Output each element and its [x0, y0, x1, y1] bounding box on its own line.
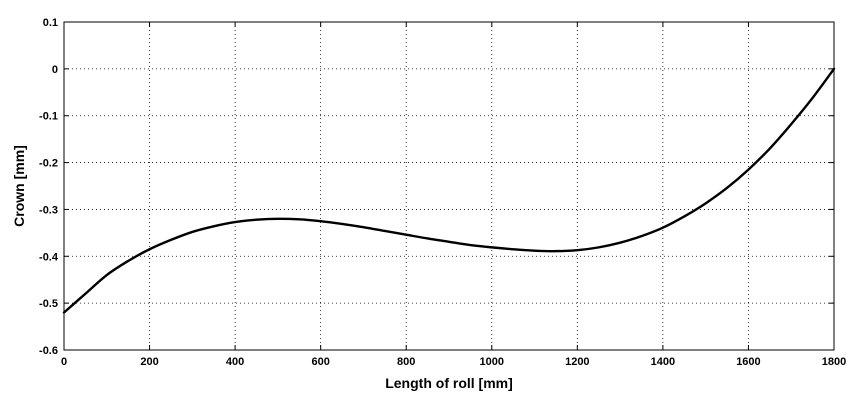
x-tick-label: 200: [140, 356, 158, 368]
y-tick-label: -0.5: [39, 298, 58, 310]
y-tick-label: 0: [52, 64, 58, 76]
y-tick-label: -0.4: [39, 251, 59, 263]
plot-frame: [63, 21, 835, 351]
x-tick-label: 1000: [480, 356, 504, 368]
x-tick-label: 0: [61, 356, 67, 368]
series-group: [62, 67, 836, 314]
series-line: [62, 67, 836, 314]
y-tick-label: -0.1: [39, 111, 58, 123]
x-tick-label: 600: [311, 356, 329, 368]
plot-area: [64, 22, 834, 350]
y-tick-label: 0.1: [43, 17, 58, 29]
y-tick-labels: -0.6 -0.5 -0.4 -0.3 -0.2 -0.1 0 0.1: [39, 17, 59, 357]
y-tick-label: -0.3: [39, 204, 58, 216]
x-tick-labels: 0 200 400 600 800 1000 1200 1400 1600 1800: [61, 356, 846, 368]
x-tick-label: 400: [226, 356, 244, 368]
x-tick-label: 1400: [651, 356, 675, 368]
y-tick-label: -0.6: [39, 345, 58, 357]
x-tick-label: 1200: [565, 356, 589, 368]
x-tick-label: 1600: [736, 356, 760, 368]
grid-lines: [64, 22, 834, 350]
y-axis-label: Crown [mm]: [11, 145, 27, 227]
x-tick-label: 1800: [822, 356, 846, 368]
y-tick-label: -0.2: [39, 158, 58, 170]
axis-ticks: [63, 21, 835, 351]
x-axis-label: Length of roll [mm]: [385, 375, 513, 391]
x-tick-label: 800: [397, 356, 415, 368]
